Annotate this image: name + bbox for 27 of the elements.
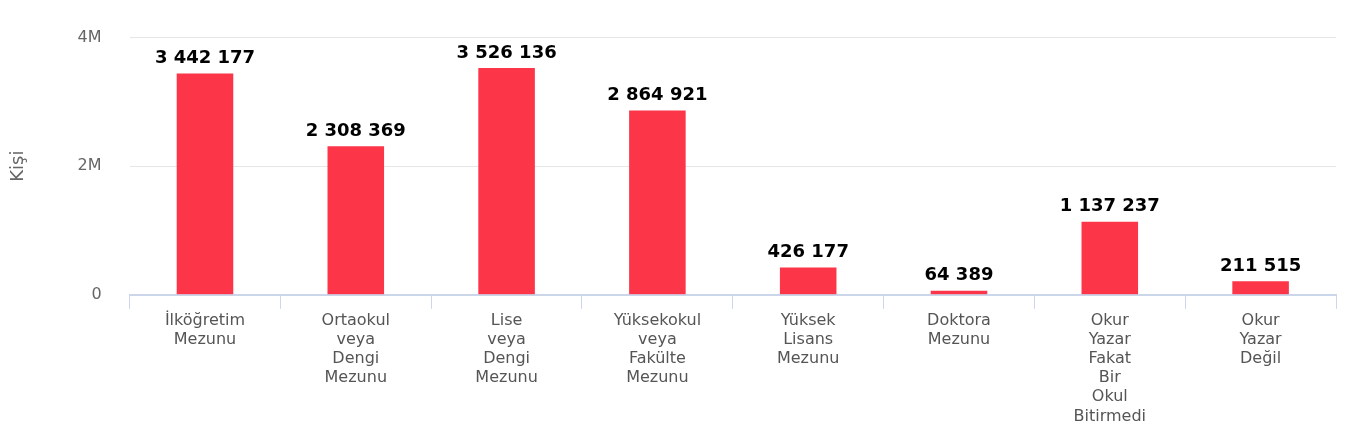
data-label: 3 526 136 — [456, 40, 557, 62]
bar — [327, 146, 385, 295]
data-label: 3 442 177 — [154, 46, 256, 68]
data-label: 2 308 369 — [305, 119, 406, 141]
data-label: 64 389 — [924, 263, 994, 285]
bar — [779, 267, 837, 295]
x-tick-label: Lise veya Dengi Mezunu — [475, 309, 538, 387]
bar — [478, 68, 535, 295]
y-tick-label: 4M — [77, 26, 102, 46]
data-label: 2 864 921 — [607, 83, 708, 105]
y-tick-label: 0 — [91, 283, 102, 303]
bar — [629, 110, 686, 295]
bar — [176, 73, 234, 295]
x-tick-label: Doktora Mezunu — [927, 309, 991, 348]
data-label: 211 515 — [1219, 253, 1302, 275]
x-tick-label: Okur Yazar Fakat Bir Okul Bitirmedi — [1073, 309, 1147, 425]
x-tick-label: İlköğretim Mezunu — [164, 309, 246, 348]
data-label: 1 137 237 — [1059, 194, 1160, 216]
y-axis-title: Kişi — [6, 150, 28, 182]
bar — [1081, 221, 1139, 295]
x-tick-label: Ortaokul veya Dengi Mezunu — [321, 309, 390, 387]
x-tick-label: Yüksek Lisans Mezunu — [776, 309, 840, 367]
data-label: 426 177 — [767, 240, 849, 262]
x-tick-label: Yüksekokul veya Fakülte Mezunu — [612, 309, 702, 387]
bar — [1232, 281, 1289, 295]
y-tick-label: 2M — [77, 155, 102, 175]
x-tick-label: Okur Yazar Değil — [1238, 309, 1283, 367]
